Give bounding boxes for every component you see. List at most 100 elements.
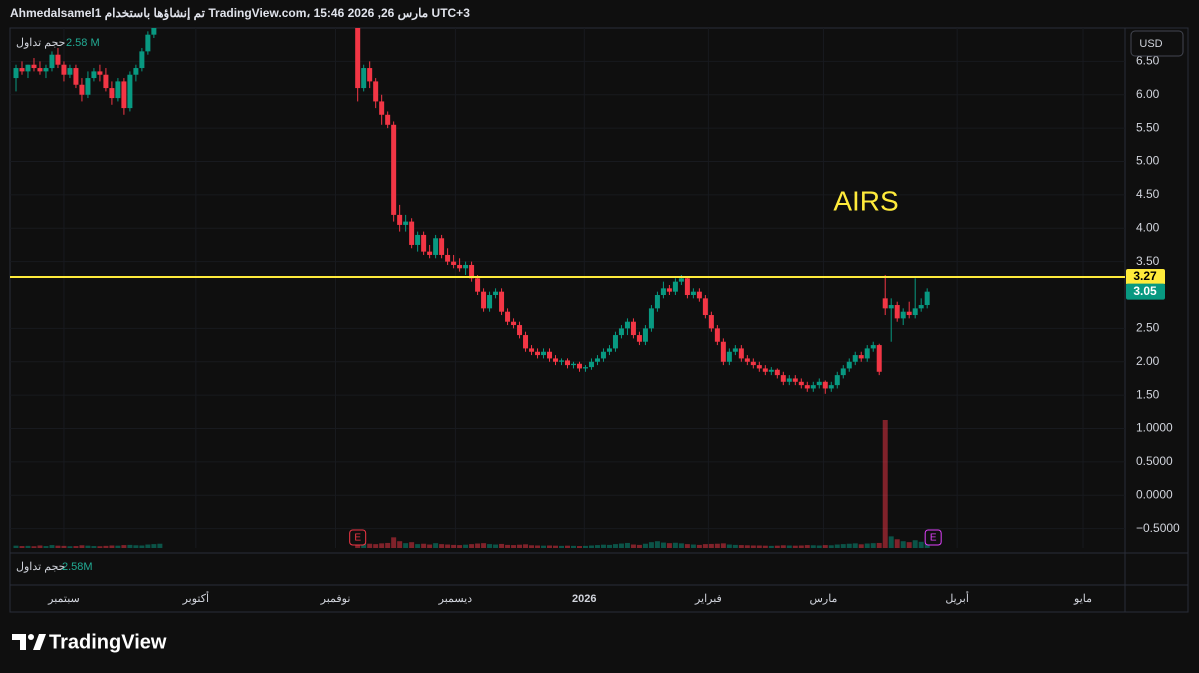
candle-body: [73, 68, 79, 85]
volume-bar: [85, 545, 91, 548]
level-label-box: [1126, 268, 1165, 285]
logo-icon: [12, 634, 46, 650]
volume-bar: [43, 546, 49, 548]
candle-body: [481, 291, 487, 309]
volume-bar: [421, 543, 427, 548]
volume-bar: [636, 544, 642, 548]
event-label: E: [930, 533, 937, 544]
y-tick-label: 1.50: [1136, 387, 1160, 401]
volume-bar: [858, 544, 864, 548]
candle-body: [606, 348, 612, 352]
candle-body: [678, 278, 684, 282]
y-tick-label: −0.5000: [1136, 521, 1180, 535]
candle-body: [463, 264, 469, 269]
volume-bar: [499, 543, 505, 548]
volume-bar: [469, 544, 475, 548]
x-tick-label: 2026: [572, 593, 596, 605]
volume-bar: [834, 544, 840, 548]
candle-body: [397, 214, 403, 225]
volume-bar: [846, 543, 852, 548]
volume-bar: [900, 541, 906, 548]
candle-body: [888, 305, 894, 309]
candle-body: [67, 68, 73, 75]
volume-bar: [702, 544, 708, 548]
volume-bar: [517, 544, 523, 548]
candle-body: [822, 381, 828, 389]
candle-body: [43, 68, 49, 72]
volume-bar: [774, 545, 780, 548]
candle-body: [900, 311, 906, 319]
volume-bar: [523, 544, 529, 548]
volume-bar: [367, 543, 373, 548]
candle-body: [103, 74, 109, 89]
volume-bar: [684, 544, 690, 548]
volume-bar: [744, 545, 750, 548]
volume-bar: [672, 542, 678, 548]
volume-bar: [660, 542, 666, 548]
volume-bar: [804, 545, 810, 548]
candle-body: [924, 291, 930, 306]
volume-bar: [427, 544, 433, 548]
currency-button[interactable]: [1130, 30, 1184, 57]
volume-bar: [19, 546, 25, 548]
candle-body: [85, 78, 91, 95]
volume-bar: [654, 541, 660, 548]
volume-bar: [768, 545, 774, 548]
last-price-box: [1126, 283, 1165, 300]
volume-value: 2.58M: [62, 561, 93, 573]
volume-bar: [864, 543, 870, 548]
candle-body: [121, 81, 127, 109]
volume-bar: [666, 543, 672, 548]
candle-body: [541, 351, 547, 356]
volume-bar: [690, 544, 696, 548]
candle-body: [421, 234, 427, 252]
volume-bar: [882, 420, 888, 548]
volume-bar: [565, 545, 570, 548]
x-tick-label: أبريل: [945, 591, 969, 605]
volume-bar: [570, 545, 576, 548]
volume-bar: [451, 544, 457, 548]
volume-bar: [475, 543, 481, 548]
candle-body: [702, 298, 708, 316]
volume-bar: [606, 544, 612, 548]
candle-body: [864, 348, 870, 359]
candle-body: [810, 385, 816, 389]
candle-body: [648, 308, 654, 329]
candle-body: [409, 221, 415, 245]
volume-bar: [750, 545, 756, 548]
candle-body: [493, 291, 499, 296]
candle-body: [618, 328, 624, 336]
volume-bar: [67, 546, 73, 548]
candle-body: [738, 348, 744, 359]
volume-bar: [786, 545, 792, 548]
candle-body: [654, 295, 660, 309]
y-tick-label: 6.50: [1136, 54, 1160, 68]
volume-bar: [630, 544, 636, 548]
candle-body: [684, 278, 690, 296]
candle-body: [403, 221, 409, 225]
candle-body: [756, 365, 762, 369]
volume-bar: [385, 542, 391, 548]
candle-body: [768, 369, 774, 372]
candle-body: [828, 385, 834, 389]
volume-bar: [588, 545, 594, 548]
currency-label[interactable]: USD: [1139, 38, 1162, 50]
y-tick-label: 0.5000: [1136, 454, 1173, 468]
symbol-annotation: AIRS: [833, 185, 898, 216]
volume-bar: [678, 543, 684, 548]
candle-body: [439, 238, 445, 255]
candle-body: [774, 369, 780, 376]
candle-body: [433, 238, 439, 255]
volume-title: حجم تداول: [16, 561, 65, 573]
volume-bar: [13, 545, 19, 548]
volume-bar: [612, 544, 618, 548]
volume-bar: [511, 545, 517, 548]
candle-body: [523, 335, 529, 349]
x-tick-label: مايو: [1073, 593, 1092, 605]
candle-body: [792, 378, 798, 382]
volume-bars: [13, 420, 930, 548]
axes: 6.50 6.00 5.50 5.00 4.50 4.00 3.50 2.50 2.00 1.50…: [47, 54, 1180, 605]
candle-body: [19, 68, 25, 72]
candles: [13, 28, 930, 394]
